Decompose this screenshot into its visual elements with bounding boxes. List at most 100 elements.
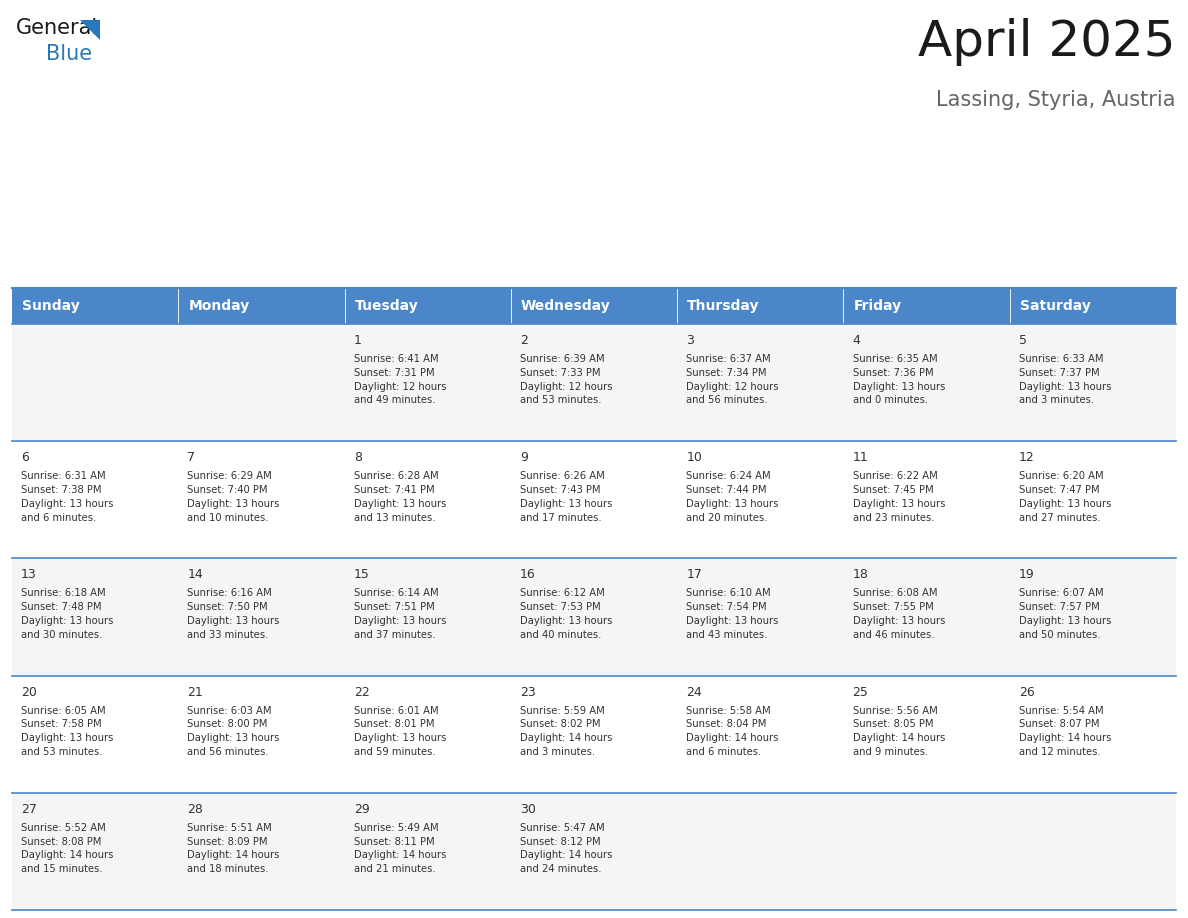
Bar <box>345 288 511 324</box>
Text: and 10 minutes.: and 10 minutes. <box>188 512 268 522</box>
Text: Blue: Blue <box>46 44 93 64</box>
Text: Sunrise: 6:22 AM: Sunrise: 6:22 AM <box>853 471 937 481</box>
Text: Sunset: 7:48 PM: Sunset: 7:48 PM <box>21 602 102 612</box>
Text: Sunset: 7:44 PM: Sunset: 7:44 PM <box>687 485 766 495</box>
Text: Sunrise: 6:12 AM: Sunrise: 6:12 AM <box>520 588 605 599</box>
Text: 26: 26 <box>1019 686 1035 699</box>
Text: Daylight: 13 hours: Daylight: 13 hours <box>1019 498 1111 509</box>
Text: 23: 23 <box>520 686 536 699</box>
Text: 9: 9 <box>520 452 527 465</box>
Bar <box>12 288 178 324</box>
Text: and 23 minutes.: and 23 minutes. <box>853 512 934 522</box>
Text: Daylight: 14 hours: Daylight: 14 hours <box>853 733 944 744</box>
Text: 15: 15 <box>354 568 369 581</box>
Text: 24: 24 <box>687 686 702 699</box>
Text: and 49 minutes.: and 49 minutes. <box>354 396 435 406</box>
Text: Sunset: 7:37 PM: Sunset: 7:37 PM <box>1019 368 1099 378</box>
Text: and 33 minutes.: and 33 minutes. <box>188 630 268 640</box>
Text: Daylight: 14 hours: Daylight: 14 hours <box>1019 733 1111 744</box>
Text: Daylight: 13 hours: Daylight: 13 hours <box>188 498 280 509</box>
Text: Sunset: 7:41 PM: Sunset: 7:41 PM <box>354 485 435 495</box>
Text: and 3 minutes.: and 3 minutes. <box>1019 396 1094 406</box>
Text: and 50 minutes.: and 50 minutes. <box>1019 630 1100 640</box>
Text: Daylight: 12 hours: Daylight: 12 hours <box>354 382 447 392</box>
Text: Sunset: 7:50 PM: Sunset: 7:50 PM <box>188 602 268 612</box>
Text: 8: 8 <box>354 452 361 465</box>
Text: Sunrise: 5:56 AM: Sunrise: 5:56 AM <box>853 706 937 716</box>
Text: and 20 minutes.: and 20 minutes. <box>687 512 767 522</box>
Text: 6: 6 <box>21 452 29 465</box>
Text: 13: 13 <box>21 568 37 581</box>
Text: Sunrise: 5:59 AM: Sunrise: 5:59 AM <box>520 706 605 716</box>
Text: 12: 12 <box>1019 452 1035 465</box>
Text: and 17 minutes.: and 17 minutes. <box>520 512 601 522</box>
Text: Daylight: 12 hours: Daylight: 12 hours <box>520 382 613 392</box>
Text: Daylight: 12 hours: Daylight: 12 hours <box>687 382 779 392</box>
Text: Sunrise: 5:54 AM: Sunrise: 5:54 AM <box>1019 706 1104 716</box>
Text: Daylight: 13 hours: Daylight: 13 hours <box>1019 382 1111 392</box>
Text: Daylight: 14 hours: Daylight: 14 hours <box>188 850 280 860</box>
Text: and 18 minutes.: and 18 minutes. <box>188 864 268 874</box>
Text: Daylight: 14 hours: Daylight: 14 hours <box>520 850 612 860</box>
Bar <box>12 676 1176 793</box>
Text: and 15 minutes.: and 15 minutes. <box>21 864 103 874</box>
Text: Saturday: Saturday <box>1019 299 1091 313</box>
Polygon shape <box>80 20 100 40</box>
Text: Sunrise: 6:14 AM: Sunrise: 6:14 AM <box>354 588 438 599</box>
Text: 1: 1 <box>354 334 361 347</box>
Bar <box>12 324 1176 442</box>
Text: Sunset: 8:12 PM: Sunset: 8:12 PM <box>520 836 601 846</box>
Text: Sunrise: 6:24 AM: Sunrise: 6:24 AM <box>687 471 771 481</box>
Text: and 6 minutes.: and 6 minutes. <box>21 512 96 522</box>
Text: and 6 minutes.: and 6 minutes. <box>687 747 762 757</box>
Text: 2: 2 <box>520 334 527 347</box>
Text: and 56 minutes.: and 56 minutes. <box>687 396 767 406</box>
Text: Daylight: 13 hours: Daylight: 13 hours <box>188 616 280 626</box>
Text: Sunrise: 6:35 AM: Sunrise: 6:35 AM <box>853 354 937 364</box>
Text: Sunrise: 6:05 AM: Sunrise: 6:05 AM <box>21 706 106 716</box>
Bar <box>511 288 677 324</box>
Text: and 27 minutes.: and 27 minutes. <box>1019 512 1100 522</box>
Text: Daylight: 14 hours: Daylight: 14 hours <box>21 850 114 860</box>
Text: Sunrise: 5:58 AM: Sunrise: 5:58 AM <box>687 706 771 716</box>
Bar <box>178 288 345 324</box>
Text: Daylight: 13 hours: Daylight: 13 hours <box>188 733 280 744</box>
Text: 27: 27 <box>21 803 37 816</box>
Text: Sunset: 7:53 PM: Sunset: 7:53 PM <box>520 602 601 612</box>
Text: Friday: Friday <box>853 299 902 313</box>
Text: 10: 10 <box>687 452 702 465</box>
Text: Daylight: 13 hours: Daylight: 13 hours <box>687 498 778 509</box>
Text: Sunset: 7:57 PM: Sunset: 7:57 PM <box>1019 602 1100 612</box>
Text: 21: 21 <box>188 686 203 699</box>
Text: Wednesday: Wednesday <box>520 299 611 313</box>
Text: and 43 minutes.: and 43 minutes. <box>687 630 767 640</box>
Text: General: General <box>15 18 99 38</box>
Text: Sunset: 7:34 PM: Sunset: 7:34 PM <box>687 368 766 378</box>
Text: Sunset: 7:43 PM: Sunset: 7:43 PM <box>520 485 600 495</box>
Text: Sunrise: 6:03 AM: Sunrise: 6:03 AM <box>188 706 272 716</box>
Text: 17: 17 <box>687 568 702 581</box>
Text: Sunrise: 6:07 AM: Sunrise: 6:07 AM <box>1019 588 1104 599</box>
Text: Daylight: 13 hours: Daylight: 13 hours <box>354 733 446 744</box>
Text: Lassing, Styria, Austria: Lassing, Styria, Austria <box>936 90 1176 110</box>
Text: and 9 minutes.: and 9 minutes. <box>853 747 928 757</box>
Text: and 13 minutes.: and 13 minutes. <box>354 512 435 522</box>
Text: 5: 5 <box>1019 334 1026 347</box>
Text: 7: 7 <box>188 452 196 465</box>
Text: Sunrise: 6:16 AM: Sunrise: 6:16 AM <box>188 588 272 599</box>
Text: Sunrise: 6:26 AM: Sunrise: 6:26 AM <box>520 471 605 481</box>
Text: Sunrise: 6:29 AM: Sunrise: 6:29 AM <box>188 471 272 481</box>
Text: Sunrise: 5:52 AM: Sunrise: 5:52 AM <box>21 823 106 833</box>
Text: Sunset: 8:09 PM: Sunset: 8:09 PM <box>188 836 268 846</box>
Text: 4: 4 <box>853 334 860 347</box>
Text: Sunset: 7:55 PM: Sunset: 7:55 PM <box>853 602 934 612</box>
Text: Sunset: 7:38 PM: Sunset: 7:38 PM <box>21 485 102 495</box>
Text: 14: 14 <box>188 568 203 581</box>
Text: 16: 16 <box>520 568 536 581</box>
Text: Sunset: 7:40 PM: Sunset: 7:40 PM <box>188 485 268 495</box>
Text: and 0 minutes.: and 0 minutes. <box>853 396 928 406</box>
Text: April 2025: April 2025 <box>918 18 1176 66</box>
Text: Daylight: 13 hours: Daylight: 13 hours <box>21 733 114 744</box>
Text: 19: 19 <box>1019 568 1035 581</box>
Text: and 53 minutes.: and 53 minutes. <box>520 396 601 406</box>
